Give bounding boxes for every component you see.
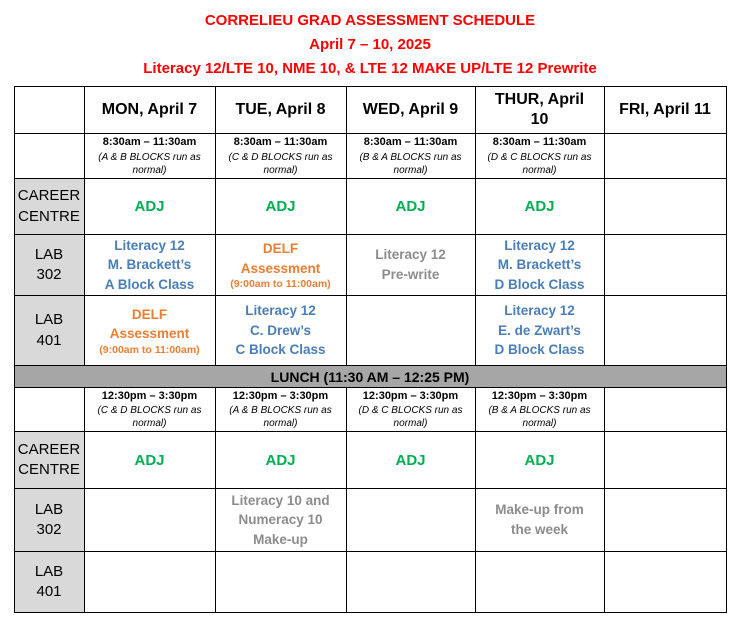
afternoon-career-centre-row: CAREER CENTRE ADJ ADJ ADJ ADJ: [13, 431, 727, 489]
career-pm-tue: ADJ: [214, 431, 347, 489]
block-note: (D & C BLOCKS run as normal): [487, 151, 592, 176]
time-range: 8:30am – 11:30am: [363, 136, 458, 149]
lab302-am-tue: DELF Assessment (9:00am to 11:00am): [214, 234, 347, 296]
time-range: 12:30pm – 3:30pm: [101, 389, 198, 402]
title-line-3: Literacy 12/LTE 10, NME 10, & LTE 12 MAK…: [143, 60, 597, 77]
afternoon-time-tue: 12:30pm – 3:30pm (A & B BLOCKS run as no…: [214, 387, 347, 432]
lab302-pm-wed: [345, 488, 476, 552]
afternoon-lab302-row: LAB 302 Literacy 10 and Numeracy 10 Make…: [13, 488, 727, 552]
lab302-label: LAB 302: [13, 488, 85, 552]
time-range: 12:30pm – 3:30pm: [491, 389, 588, 402]
morning-time-row: 8:30am – 11:30am (A & B BLOCKS run as no…: [13, 133, 727, 179]
class-entry: Literacy 12 M. Brackett’s A Block Class: [104, 237, 195, 292]
block-note: (B & A BLOCKS run as normal): [359, 151, 462, 176]
delf-entry: DELF Assessment: [240, 241, 321, 276]
lab401-am-thu: Literacy 12 E. de Zwart’s D Block Class: [474, 295, 605, 366]
day-header-fri: FRI, April 11: [603, 86, 727, 134]
career-am-mon: ADJ: [83, 178, 216, 235]
block-note: (C & D BLOCKS run as normal): [228, 151, 333, 176]
lab401-label: LAB 401: [13, 551, 85, 613]
morning-lab401-row: LAB 401 DELF Assessment (9:00am to 11:00…: [13, 295, 727, 366]
afternoon-time-fri: [603, 387, 727, 432]
lab302-pm-tue: Literacy 10 and Numeracy 10 Make-up: [214, 488, 347, 552]
time-range: 8:30am – 11:30am: [492, 136, 587, 149]
title-line-2: April 7 – 10, 2025: [309, 36, 431, 53]
class-entry: Literacy 12 C. Drew’s C Block Class: [235, 303, 326, 358]
class-entry: Literacy 12 Pre-write: [375, 247, 446, 282]
day-header-mon: MON, April 7: [83, 86, 216, 134]
corner-cell: [13, 86, 85, 134]
lab302-pm-mon: [83, 488, 216, 552]
time-range: 12:30pm – 3:30pm: [362, 389, 459, 402]
lab401-pm-thu: [474, 551, 605, 613]
lab302-am-fri: [603, 234, 727, 296]
time-range: 8:30am – 11:30am: [233, 136, 328, 149]
career-am-thu: ADJ: [474, 178, 605, 235]
career-pm-thu: ADJ: [474, 431, 605, 489]
morning-career-centre-row: CAREER CENTRE ADJ ADJ ADJ ADJ: [13, 178, 727, 235]
lab401-am-mon: DELF Assessment (9:00am to 11:00am): [83, 295, 216, 366]
block-note: (D & C BLOCKS run as normal): [358, 405, 463, 430]
morning-time-fri: [603, 133, 727, 179]
morning-time-tue: 8:30am – 11:30am (C & D BLOCKS run as no…: [214, 133, 347, 179]
title-line-1: CORRELIEU GRAD ASSESSMENT SCHEDULE: [204, 12, 536, 29]
morning-time-wed: 8:30am – 11:30am (B & A BLOCKS run as no…: [345, 133, 476, 179]
lab302-pm-fri: [603, 488, 727, 552]
time-range: 12:30pm – 3:30pm: [232, 389, 329, 402]
lab401-pm-wed: [345, 551, 476, 613]
class-entry: Literacy 12 M. Brackett’s D Block Class: [494, 237, 585, 292]
makeup-entry: Make-up from the week: [495, 502, 584, 537]
afternoon-time-wed: 12:30pm – 3:30pm (D & C BLOCKS run as no…: [345, 387, 476, 432]
lab401-pm-mon: [83, 551, 216, 613]
lab401-pm-tue: [214, 551, 347, 613]
career-centre-label: CAREER CENTRE: [13, 178, 85, 235]
career-am-fri: [603, 178, 727, 235]
day-header-thu: THUR, April 10: [474, 86, 605, 134]
career-pm-mon: ADJ: [83, 431, 216, 489]
lab302-pm-thu: Make-up from the week: [474, 488, 605, 552]
career-centre-label: CAREER CENTRE: [13, 431, 85, 489]
block-note: (C & D BLOCKS run as normal): [97, 405, 202, 430]
lab302-am-mon: Literacy 12 M. Brackett’s A Block Class: [83, 234, 216, 296]
lunch-row: LUNCH (11:30 AM – 12:25 PM): [13, 365, 727, 388]
assessment-schedule-table: MON, April 7 TUE, April 8 WED, April 9 T…: [13, 86, 727, 613]
day-header-wed: WED, April 9: [345, 86, 476, 134]
lunch-banner: LUNCH (11:30 AM – 12:25 PM): [13, 365, 727, 388]
delf-time-note: (9:00am to 11:00am): [99, 343, 200, 356]
block-note: (A & B BLOCKS run as normal): [98, 151, 201, 176]
career-pm-wed: ADJ: [345, 431, 476, 489]
day-header-row: MON, April 7 TUE, April 8 WED, April 9 T…: [13, 86, 727, 134]
block-note: (B & A BLOCKS run as normal): [488, 405, 591, 430]
page-title: CORRELIEU GRAD ASSESSMENT SCHEDULE April…: [0, 0, 740, 81]
class-entry: Literacy 12 E. de Zwart’s D Block Class: [494, 303, 585, 358]
day-header-tue: TUE, April 8: [214, 86, 347, 134]
lab302-label: LAB 302: [13, 234, 85, 296]
morning-time-label-cell: [13, 133, 85, 179]
afternoon-time-thu: 12:30pm – 3:30pm (B & A BLOCKS run as no…: [474, 387, 605, 432]
lab401-label: LAB 401: [13, 295, 85, 366]
lab401-am-wed: [345, 295, 476, 366]
morning-lab302-row: LAB 302 Literacy 12 M. Brackett’s A Bloc…: [13, 234, 727, 296]
career-am-tue: ADJ: [214, 178, 347, 235]
block-note: (A & B BLOCKS run as normal): [229, 405, 332, 430]
afternoon-lab401-row: LAB 401: [13, 551, 727, 613]
afternoon-time-label-cell: [13, 387, 85, 432]
lab302-am-thu: Literacy 12 M. Brackett’s D Block Class: [474, 234, 605, 296]
career-pm-fri: [603, 431, 727, 489]
morning-time-thu: 8:30am – 11:30am (D & C BLOCKS run as no…: [474, 133, 605, 179]
lab401-am-tue: Literacy 12 C. Drew’s C Block Class: [214, 295, 347, 366]
makeup-entry: Literacy 10 and Numeracy 10 Make-up: [231, 492, 330, 547]
delf-entry: DELF Assessment: [109, 306, 190, 342]
afternoon-time-mon: 12:30pm – 3:30pm (C & D BLOCKS run as no…: [83, 387, 216, 432]
time-range: 8:30am – 11:30am: [102, 136, 197, 149]
morning-time-mon: 8:30am – 11:30am (A & B BLOCKS run as no…: [83, 133, 216, 179]
afternoon-time-row: 12:30pm – 3:30pm (C & D BLOCKS run as no…: [13, 387, 727, 432]
lab401-am-fri: [603, 295, 727, 366]
career-am-wed: ADJ: [345, 178, 476, 235]
lab302-am-wed: Literacy 12 Pre-write: [345, 234, 476, 296]
delf-time-note: (9:00am to 11:00am): [230, 278, 331, 291]
lab401-pm-fri: [603, 551, 727, 613]
